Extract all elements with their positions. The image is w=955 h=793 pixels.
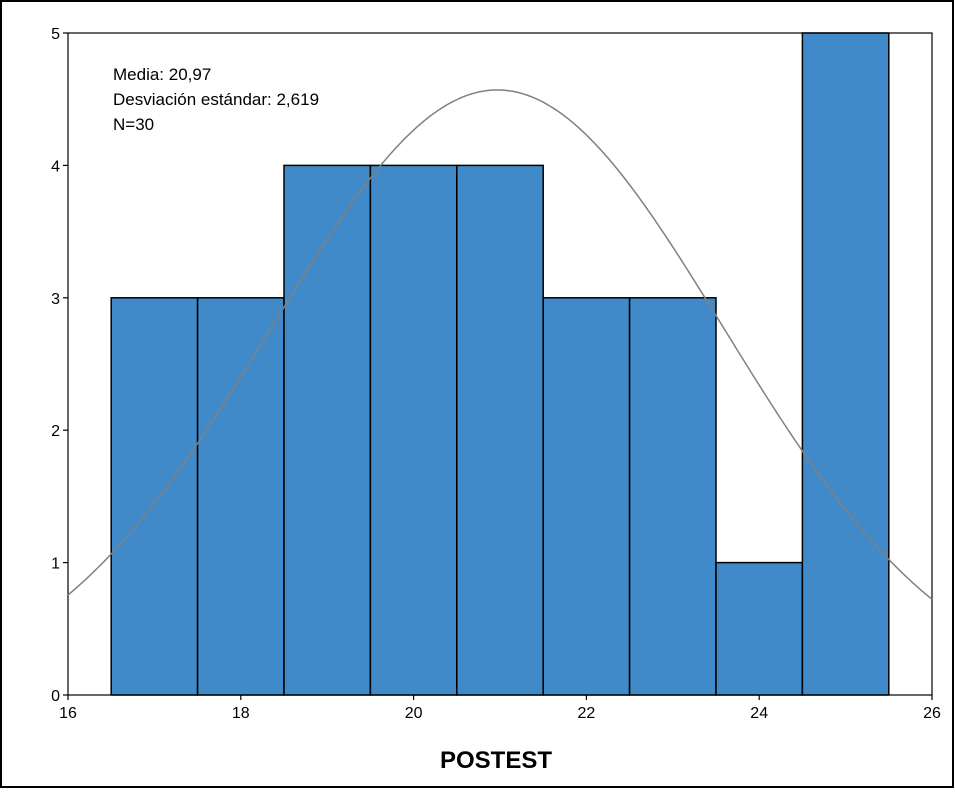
normal-curve <box>67 89 933 600</box>
stat-mean: Media: 20,97 <box>113 65 211 84</box>
histogram-bar <box>283 164 372 696</box>
axes: 16 18 20 22 24 26 0 1 2 3 4 5 <box>51 26 941 722</box>
x-axis-title: POSTEST <box>440 747 552 774</box>
histogram-bar <box>456 164 544 696</box>
x-tick-label: 16 <box>59 705 77 722</box>
histogram-bars <box>110 32 890 696</box>
y-tick-label: 3 <box>51 291 60 308</box>
x-tick-label: 18 <box>232 705 250 722</box>
x-tick-label: 20 <box>405 705 423 722</box>
histogram-bar <box>110 297 199 696</box>
stats-box: Media: 20,97 Desviación estándar: 2,619 … <box>113 65 319 134</box>
histogram-bar <box>196 297 285 696</box>
y-tick-label: 1 <box>51 556 60 573</box>
y-tick-label: 5 <box>51 26 60 43</box>
histogram-bar <box>542 297 631 696</box>
x-tick-label: 26 <box>923 705 941 722</box>
x-tick-label: 22 <box>578 705 596 722</box>
histogram-bar <box>715 561 804 696</box>
histogram-bar <box>369 164 458 696</box>
stat-sd: Desviación estándar: 2,619 <box>113 90 319 109</box>
histogram-bar <box>628 297 717 696</box>
stat-n: N=30 <box>113 115 154 134</box>
y-tick-label: 2 <box>51 423 60 440</box>
x-tick-label: 24 <box>750 705 768 722</box>
histogram-bar <box>801 32 890 696</box>
y-tick-label: 0 <box>51 688 60 705</box>
y-tick-label: 4 <box>51 158 60 175</box>
